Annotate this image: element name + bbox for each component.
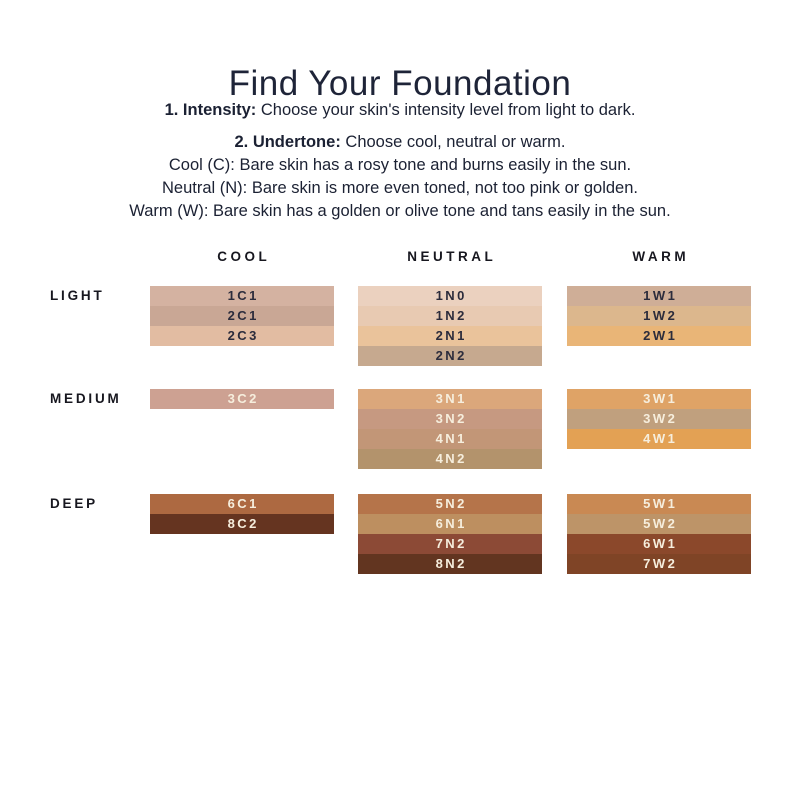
shade-swatch-1N0[interactable]: 1N0 (358, 286, 542, 306)
shade-swatch-4W1[interactable]: 4W1 (567, 429, 751, 449)
row-label-light: LIGHT (50, 288, 105, 303)
instruction-step-1: 1. Intensity: Choose your skin's intensi… (0, 99, 800, 122)
instruction-step-1-label: 1. Intensity: (164, 101, 257, 119)
shade-swatch-8N2[interactable]: 8N2 (358, 554, 542, 574)
shade-group-deep-warm: 5W1 5W2 6W1 7W2 (567, 494, 751, 574)
shade-group-light-cool: 1C1 2C1 2C3 (150, 286, 334, 346)
shade-swatch-2C3[interactable]: 2C3 (150, 326, 334, 346)
shade-group-light-neutral: 1N0 1N2 2N1 2N2 (358, 286, 542, 366)
shade-swatch-1W1[interactable]: 1W1 (567, 286, 751, 306)
shade-swatch-4N1[interactable]: 4N1 (358, 429, 542, 449)
shade-group-medium-cool: 3C2 (150, 389, 334, 409)
instruction-step-1-text: Choose your skin's intensity level from … (260, 101, 636, 119)
shade-group-medium-warm: 3W1 3W2 4W1 (567, 389, 751, 449)
column-header-warm: WARM (632, 249, 690, 264)
shade-swatch-1W2[interactable]: 1W2 (567, 306, 751, 326)
undertone-warm-line: Warm (W): Bare skin has a golden or oliv… (129, 202, 671, 220)
instruction-step-2-label: 2. Undertone: (234, 133, 341, 151)
shade-swatch-2C1[interactable]: 2C1 (150, 306, 334, 326)
shade-swatch-6N1[interactable]: 6N1 (358, 514, 542, 534)
column-header-cool: COOL (217, 249, 271, 264)
shade-swatch-5N2[interactable]: 5N2 (358, 494, 542, 514)
page-title: Find Your Foundation (228, 64, 572, 104)
shade-swatch-4N2[interactable]: 4N2 (358, 449, 542, 469)
shade-group-medium-neutral: 3N1 3N2 4N1 4N2 (358, 389, 542, 469)
shade-swatch-6W1[interactable]: 6W1 (567, 534, 751, 554)
shade-swatch-3W1[interactable]: 3W1 (567, 389, 751, 409)
shade-group-light-warm: 1W1 1W2 2W1 (567, 286, 751, 346)
instruction-step-2-block: 2. Undertone: Choose cool, neutral or wa… (0, 131, 800, 223)
shade-swatch-2N2[interactable]: 2N2 (358, 346, 542, 366)
shade-swatch-1C1[interactable]: 1C1 (150, 286, 334, 306)
shade-swatch-3N1[interactable]: 3N1 (358, 389, 542, 409)
instruction-step-2-text: Choose cool, neutral or warm. (345, 133, 566, 151)
shade-swatch-6C1[interactable]: 6C1 (150, 494, 334, 514)
shade-group-deep-cool: 6C1 8C2 (150, 494, 334, 534)
shade-swatch-5W1[interactable]: 5W1 (567, 494, 751, 514)
shade-swatch-5W2[interactable]: 5W2 (567, 514, 751, 534)
shade-swatch-2N1[interactable]: 2N1 (358, 326, 542, 346)
shade-swatch-3N2[interactable]: 3N2 (358, 409, 542, 429)
column-header-neutral: NEUTRAL (407, 249, 497, 264)
shade-swatch-2W1[interactable]: 2W1 (567, 326, 751, 346)
shade-swatch-7W2[interactable]: 7W2 (567, 554, 751, 574)
shade-swatch-8C2[interactable]: 8C2 (150, 514, 334, 534)
undertone-neutral-line: Neutral (N): Bare skin is more even tone… (162, 179, 638, 197)
shade-group-deep-neutral: 5N2 6N1 7N2 8N2 (358, 494, 542, 574)
shade-swatch-1N2[interactable]: 1N2 (358, 306, 542, 326)
undertone-cool-line: Cool (C): Bare skin has a rosy tone and … (168, 156, 632, 174)
shade-swatch-7N2[interactable]: 7N2 (358, 534, 542, 554)
shade-swatch-3W2[interactable]: 3W2 (567, 409, 751, 429)
row-label-deep: DEEP (50, 496, 98, 511)
instruction-step-2: 2. Undertone: Choose cool, neutral or wa… (0, 131, 800, 154)
row-label-medium: MEDIUM (50, 391, 122, 406)
shade-swatch-3C2[interactable]: 3C2 (150, 389, 334, 409)
